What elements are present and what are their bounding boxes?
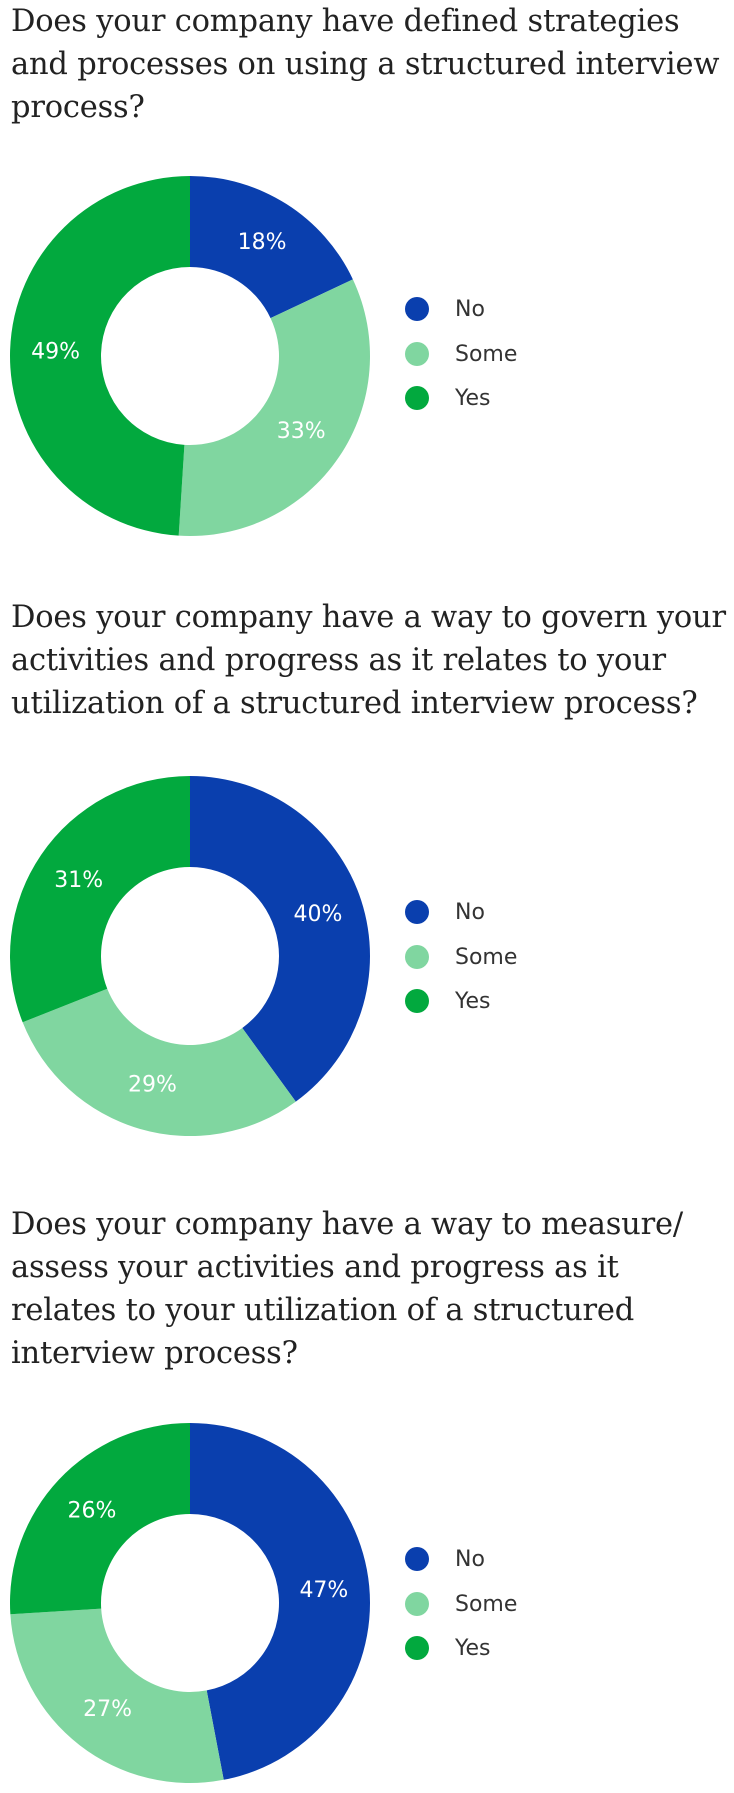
donut-slice-no xyxy=(190,776,370,1102)
chart-1-donut: 18% 33% 49% xyxy=(10,176,370,536)
legend-label-some: Some xyxy=(455,341,518,367)
slice-label-some: 27% xyxy=(83,1697,132,1722)
legend-label-yes: Yes xyxy=(455,385,491,411)
legend-label-yes: Yes xyxy=(455,1635,491,1661)
donut-slice-some xyxy=(10,1608,224,1783)
slice-label-some: 29% xyxy=(128,1073,177,1098)
legend-item-no: No xyxy=(405,294,485,324)
legend-swatch-no xyxy=(405,297,429,321)
legend-item-some: Some xyxy=(405,942,517,972)
legend-label-no: No xyxy=(455,899,485,925)
legend-item-some: Some xyxy=(405,339,517,369)
donut-slice-some xyxy=(22,988,296,1136)
chart-3-question: Does your company have a way to measure/… xyxy=(11,1207,683,1371)
legend-label-some: Some xyxy=(455,1591,518,1617)
slice-label-no: 47% xyxy=(299,1578,348,1603)
donut-slice-yes xyxy=(10,176,190,536)
legend-item-no: No xyxy=(405,1544,485,1574)
legend-swatch-some xyxy=(405,342,429,366)
chart-1-question: Does your company have defined strategie… xyxy=(11,4,720,125)
slice-label-no: 40% xyxy=(293,902,342,927)
chart-2-question: Does your company have a way to govern y… xyxy=(11,600,726,721)
donut-slice-yes xyxy=(9,776,191,1023)
legend-item-yes: Yes xyxy=(405,986,491,1016)
donut-slice-some xyxy=(178,279,370,536)
slice-label-yes: 26% xyxy=(68,1498,117,1523)
legend-item-yes: Yes xyxy=(405,383,491,413)
chart-3-donut: 47% 27% 26% xyxy=(9,1423,370,1783)
donut-slice-no xyxy=(190,176,353,319)
chart-2-donut: 40% 29% 31% xyxy=(9,776,370,1136)
legend-item-no: No xyxy=(405,897,485,927)
legend-item-some: Some xyxy=(405,1589,517,1619)
slice-label-yes: 31% xyxy=(54,868,103,893)
legend-label-no: No xyxy=(455,1546,485,1572)
legend-swatch-no xyxy=(405,900,429,924)
donut-slice-yes xyxy=(9,1423,190,1615)
legend-swatch-yes xyxy=(405,386,429,410)
legend-swatch-some xyxy=(405,1592,429,1616)
legend-swatch-yes xyxy=(405,989,429,1013)
slice-label-some: 33% xyxy=(277,419,326,444)
legend-swatch-no xyxy=(405,1547,429,1571)
legend-swatch-yes xyxy=(405,1636,429,1660)
slice-label-yes: 49% xyxy=(31,339,80,364)
donut-slice-no xyxy=(190,1423,370,1780)
legend-label-some: Some xyxy=(455,944,518,970)
slice-label-no: 18% xyxy=(238,230,287,255)
legend-swatch-some xyxy=(405,945,429,969)
legend-item-yes: Yes xyxy=(405,1633,491,1663)
legend-label-no: No xyxy=(455,296,485,322)
legend-label-yes: Yes xyxy=(455,988,491,1014)
